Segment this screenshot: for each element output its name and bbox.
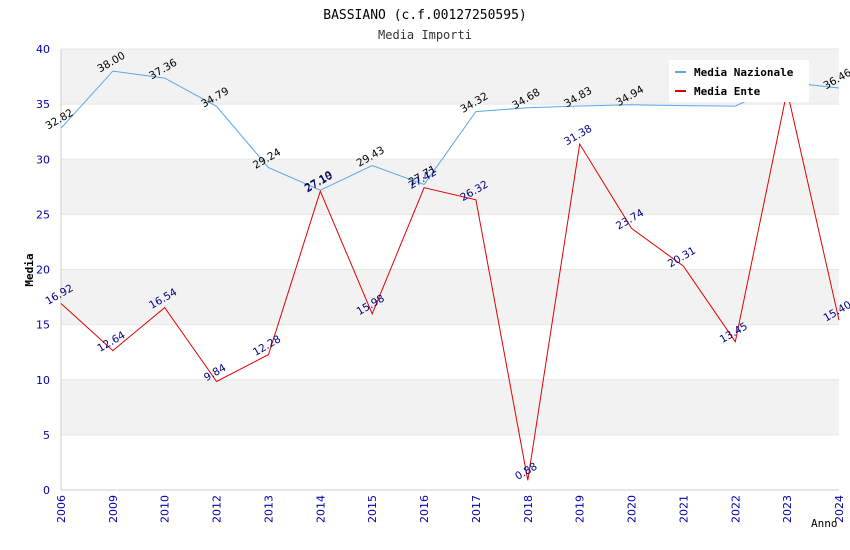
legend: Media Nazionale Media Ente [669, 60, 809, 102]
grid-band [61, 104, 839, 160]
legend-label-nazionale: Media Nazionale [694, 66, 794, 79]
x-tick-label: 2016 [418, 495, 431, 523]
grid-band [61, 379, 839, 435]
legend-label-ente: Media Ente [694, 85, 761, 98]
x-tick-label: 2024 [833, 495, 846, 523]
x-tick-label: 2022 [729, 495, 742, 523]
x-tick-label: 2021 [677, 495, 690, 523]
y-axis-label: Media [23, 253, 36, 286]
y-tick-label: 25 [36, 208, 50, 221]
media-ente-line [60, 90, 840, 481]
y-tick-label: 30 [36, 153, 50, 166]
x-tick-label: 2014 [314, 495, 327, 523]
media-nazionale-line [60, 70, 840, 191]
grid-band [61, 159, 839, 215]
y-tick-label: 40 [36, 43, 50, 56]
y-tick-label: 0 [43, 484, 50, 497]
y-tick-label: 15 [36, 319, 50, 332]
y-tick-label: 5 [43, 429, 50, 442]
grid-bands [61, 48, 839, 491]
chart-title: BASSIANO (c.f.00127250595) [323, 8, 527, 23]
chart-subtitle: Media Importi [378, 28, 472, 42]
x-tick-label: 2020 [626, 495, 639, 523]
y-tick-label: 20 [36, 264, 50, 277]
x-tick-label: 2010 [159, 495, 172, 523]
x-tick-label: 2006 [55, 495, 68, 523]
grid-band [61, 214, 839, 270]
y-tick-label: 35 [36, 98, 50, 111]
x-tick-label: 2015 [366, 495, 379, 523]
x-tick-label: 2018 [522, 495, 535, 523]
x-tick-label: 2013 [262, 495, 275, 523]
series-layer [60, 70, 840, 481]
grid-band [61, 269, 839, 325]
grid-band [61, 434, 839, 490]
legend-box [669, 60, 809, 102]
grid-band [61, 324, 839, 380]
x-tick-label: 2009 [107, 495, 120, 523]
y-tick-label: 10 [36, 374, 50, 387]
axes: 0 5 10 15 20 25 30 35 40 2006 2009 2010 2012 2013 2014… [36, 43, 846, 523]
x-tick-label: 2017 [470, 495, 483, 523]
x-tick-label: 2019 [574, 495, 587, 523]
x-tick-label: 2023 [781, 495, 794, 523]
x-axis-label: Anno [811, 517, 838, 530]
x-tick-label: 2012 [211, 495, 224, 523]
